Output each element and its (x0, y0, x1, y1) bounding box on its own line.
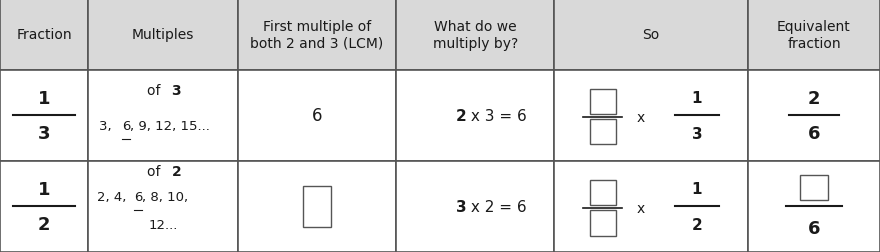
Bar (396, 71, 554, 161)
Bar (238, 161, 396, 252)
Bar (590, 180, 616, 205)
Text: Fraction: Fraction (16, 28, 72, 42)
Text: 3: 3 (456, 199, 466, 214)
Text: 6: 6 (808, 219, 820, 237)
Text: 2: 2 (808, 89, 820, 107)
Text: So: So (642, 28, 660, 42)
Text: Multiples: Multiples (132, 28, 194, 42)
Bar (303, 186, 331, 227)
Text: 3,: 3, (99, 119, 116, 133)
Text: Equivalent
fraction: Equivalent fraction (777, 20, 851, 50)
Text: What do we
multiply by?: What do we multiply by? (433, 20, 517, 50)
Text: 3: 3 (38, 124, 50, 143)
Text: x 3 = 6: x 3 = 6 (466, 108, 527, 123)
Bar (554, 71, 748, 161)
Bar (590, 120, 616, 145)
Bar (554, 0, 748, 71)
Text: 3: 3 (692, 126, 702, 141)
Text: x 2 = 6: x 2 = 6 (466, 199, 527, 214)
Bar (88, 161, 238, 252)
Text: 6: 6 (122, 119, 131, 133)
Text: 1: 1 (38, 180, 50, 198)
Bar (0, 0, 88, 71)
Text: 2: 2 (38, 215, 50, 233)
Text: 1: 1 (692, 181, 702, 197)
Text: 1: 1 (38, 89, 50, 107)
Bar (0, 71, 88, 161)
Text: x: x (636, 201, 645, 215)
Bar (88, 71, 238, 161)
Text: 6: 6 (312, 107, 322, 125)
Text: of: of (147, 164, 165, 178)
Bar (554, 161, 748, 252)
Bar (238, 0, 396, 71)
Bar (396, 0, 554, 71)
Bar (748, 0, 880, 71)
Bar (748, 71, 880, 161)
Text: First multiple of
both 2 and 3 (LCM): First multiple of both 2 and 3 (LCM) (250, 20, 384, 50)
Text: 2: 2 (692, 217, 702, 232)
Text: 3: 3 (172, 84, 181, 98)
Bar (396, 161, 554, 252)
Text: , 8, 10,: , 8, 10, (142, 190, 187, 203)
Text: x: x (636, 110, 645, 124)
Text: of: of (147, 84, 165, 98)
Bar (0, 161, 88, 252)
Bar (88, 0, 238, 71)
Text: 2: 2 (456, 108, 466, 123)
Bar (590, 89, 616, 115)
Text: 1: 1 (692, 91, 702, 106)
Text: 6: 6 (134, 190, 143, 203)
Text: , 9, 12, 15...: , 9, 12, 15... (130, 119, 210, 133)
Bar (590, 210, 616, 236)
Bar (238, 71, 396, 161)
Bar (800, 175, 828, 200)
Bar (748, 161, 880, 252)
Text: 6: 6 (808, 124, 820, 143)
Text: 2, 4,: 2, 4, (97, 190, 130, 203)
Text: 2: 2 (172, 164, 181, 178)
Text: 12...: 12... (148, 218, 178, 231)
